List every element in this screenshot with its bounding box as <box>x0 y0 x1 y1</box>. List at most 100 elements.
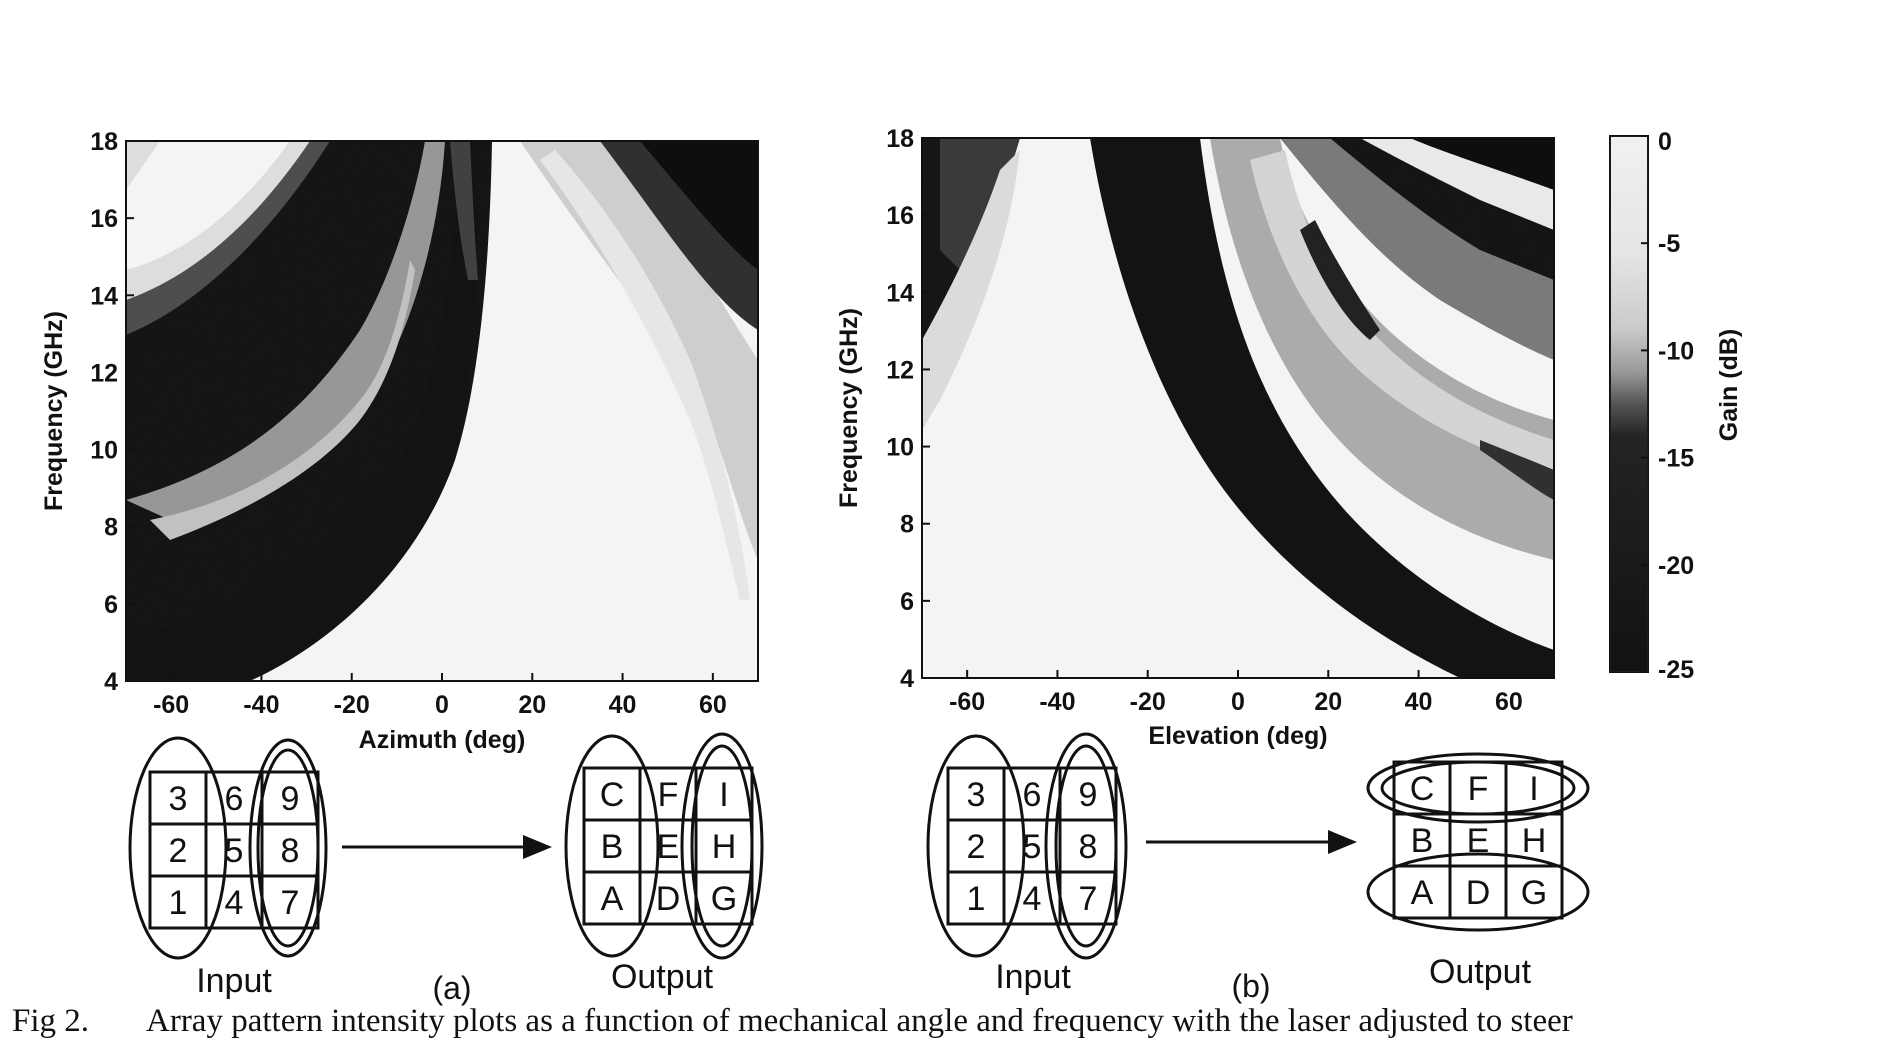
selection-ellipse <box>1366 752 1590 824</box>
output-grid-a-cell-label: G <box>711 880 737 918</box>
selection-ellipse <box>1044 732 1128 960</box>
y-tick-label-a: 12 <box>90 359 118 387</box>
y-tick-label-a: 16 <box>90 205 118 233</box>
output-grid-b-cell-label: H <box>1522 822 1547 860</box>
output-grid-b-cell-label: C <box>1410 770 1435 808</box>
x-tick-label-a: 40 <box>609 691 637 719</box>
selection-ellipse <box>248 738 328 958</box>
output-grid-a-cell-label: C <box>600 776 625 814</box>
diagram-b-output: C F I B E H A D G <box>1366 752 1590 932</box>
output-grid-a-cell-label: A <box>601 880 624 918</box>
x-tick-label-a: -40 <box>243 691 279 719</box>
colorbar-tick-label: -5 <box>1658 230 1680 258</box>
y-tick-label-b: 8 <box>900 511 914 539</box>
x-tick-label-a: 60 <box>699 691 727 719</box>
x-tick-label-a: 20 <box>518 691 546 719</box>
selection-ellipse <box>1380 760 1576 816</box>
input-grid-a-cell-label: 8 <box>281 832 300 870</box>
input-word-a: Input <box>196 962 272 1000</box>
heatmap-b <box>922 138 1554 678</box>
input-grid-a-cell-label: 1 <box>169 884 188 922</box>
x-tick-label-a: 0 <box>435 691 449 719</box>
input-grid-b-cell-label: 9 <box>1079 776 1098 814</box>
x-tick-label-b: 60 <box>1495 688 1523 716</box>
colorbar-tick-label: 0 <box>1658 128 1672 156</box>
input-grid-b-cell-label: 7 <box>1079 880 1098 918</box>
colorbar-tick-label: -15 <box>1658 445 1694 473</box>
y-tick-label-a: 14 <box>90 282 118 310</box>
x-tick-label-a: -60 <box>153 691 189 719</box>
input-grid-b-cell-label: 1 <box>967 880 986 918</box>
output-grid-a-cell-label: B <box>601 828 624 866</box>
y-tick-label-a: 8 <box>104 514 118 542</box>
input-grid-b-cell-label: 5 <box>1023 828 1042 866</box>
panel-label-a: (a) <box>432 970 471 1006</box>
caption-text: Array pattern intensity plots as a funct… <box>146 1003 1573 1039</box>
input-grid-a-cell-label: 2 <box>169 832 188 870</box>
selection-ellipse <box>1366 852 1590 932</box>
heatmap-a <box>126 141 758 681</box>
y-tick-label-a: 18 <box>90 128 118 156</box>
y-tick-label-b: 12 <box>886 356 914 384</box>
input-grid-b-cell-label: 6 <box>1023 776 1042 814</box>
output-grid-a-cell-label: F <box>658 776 679 814</box>
selection-ellipse <box>564 734 660 958</box>
y-tick-label-a: 6 <box>104 591 118 619</box>
input-grid-b-cell-label: 2 <box>967 828 986 866</box>
input-grid-a-cell-label: 3 <box>169 780 188 818</box>
axes-a: -60 -40 -20 0 20 40 60 4 6 8 10 12 14 16 18 <box>90 128 727 719</box>
input-grid-a-cell-label: 9 <box>281 780 300 818</box>
selection-ellipse <box>690 744 754 948</box>
input-grid-a-cell-label: 6 <box>225 780 244 818</box>
y-axis-label-a: Frequency (GHz) <box>40 311 68 511</box>
input-word-b: Input <box>995 958 1071 996</box>
axes-b: -60 -40 -20 0 20 40 60 4 6 8 10 12 14 16 18 <box>886 125 1523 716</box>
colorbar-tick-label: -20 <box>1658 552 1694 580</box>
input-grid-b-cell-label: 3 <box>967 776 986 814</box>
output-word-a: Output <box>611 958 714 996</box>
x-tick-label-b: -20 <box>1130 688 1166 716</box>
diagram-b-input: 3 6 9 2 5 8 1 4 7 <box>926 732 1128 960</box>
colorbar-ticks: 0 -5 -10 -15 -20 -25 <box>1641 128 1694 684</box>
selection-ellipse <box>128 736 228 960</box>
x-tick-label-b: 0 <box>1231 688 1245 716</box>
y-tick-label-b: 18 <box>886 125 914 153</box>
output-grid-a-cell-label: I <box>719 776 728 814</box>
colorbar: 0 -5 -10 -15 -20 -25 Gain (dB) <box>1609 128 1743 684</box>
input-grid-a-cell-label: 4 <box>225 884 244 922</box>
y-tick-label-a: 4 <box>104 668 118 696</box>
x-axis-label-a: Azimuth (deg) <box>359 726 526 754</box>
y-axis-label-b: Frequency (GHz) <box>835 308 863 508</box>
selection-ellipse <box>1054 744 1118 948</box>
arrow-a <box>342 835 552 859</box>
y-tick-label-b: 4 <box>900 665 914 693</box>
input-grid-a-cell-label: 5 <box>225 832 244 870</box>
colorbar-label: Gain (dB) <box>1715 329 1743 442</box>
output-grid-b-cell-label: I <box>1529 770 1538 808</box>
output-grid-a-cell-label: D <box>656 880 681 918</box>
arrow-b <box>1146 830 1357 854</box>
x-tick-label-b: 40 <box>1405 688 1433 716</box>
input-grid-a-cell-label: 7 <box>281 884 300 922</box>
x-tick-label-b: -60 <box>949 688 985 716</box>
output-word-b: Output <box>1429 953 1532 991</box>
input-grid-b-cell-label: 8 <box>1079 828 1098 866</box>
output-grid-a-cell-label: E <box>657 828 680 866</box>
selection-ellipse <box>680 732 764 960</box>
x-axis-label-b: Elevation (deg) <box>1148 722 1327 750</box>
y-tick-label-b: 6 <box>900 588 914 616</box>
input-grid-b-cell-label: 4 <box>1023 880 1042 918</box>
output-grid-b-cell-label: A <box>1411 874 1434 912</box>
caption-number: Fig 2. <box>12 1003 89 1039</box>
output-grid-b-cell-label: G <box>1521 874 1547 912</box>
output-grid-a-cell-label: H <box>712 828 737 866</box>
output-grid-b-cell-label: E <box>1467 822 1490 860</box>
output-grid-b-cell-label: F <box>1468 770 1489 808</box>
output-grid-b-cell <box>1504 864 1564 920</box>
output-grid-b-cell-label: B <box>1411 822 1434 860</box>
x-tick-label-a: -20 <box>334 691 370 719</box>
x-tick-label-b: -40 <box>1039 688 1075 716</box>
output-grid-b-cell-label: D <box>1466 874 1491 912</box>
y-tick-label-a: 10 <box>90 437 118 465</box>
